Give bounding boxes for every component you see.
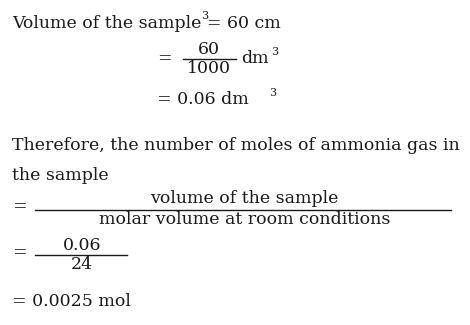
Text: =: = <box>12 244 26 261</box>
Text: 1000: 1000 <box>187 60 231 77</box>
Text: = 0.0025 mol: = 0.0025 mol <box>12 292 131 309</box>
Text: 60: 60 <box>198 41 220 58</box>
Text: Volume of the sample = 60 cm: Volume of the sample = 60 cm <box>12 15 281 32</box>
Text: =: = <box>157 50 172 67</box>
Text: dm: dm <box>241 50 268 67</box>
Text: 3: 3 <box>269 88 276 98</box>
Text: molar volume at room conditions: molar volume at room conditions <box>99 211 390 227</box>
Text: 3: 3 <box>201 11 208 21</box>
Text: volume of the sample: volume of the sample <box>150 190 338 207</box>
Text: the sample: the sample <box>12 167 109 184</box>
Text: 3: 3 <box>271 47 278 57</box>
Text: = 0.06 dm: = 0.06 dm <box>157 91 249 108</box>
Text: =: = <box>12 198 26 215</box>
Text: Therefore, the number of moles of ammonia gas in: Therefore, the number of moles of ammoni… <box>12 136 460 153</box>
Text: 24: 24 <box>71 256 94 273</box>
Text: 0.06: 0.06 <box>63 237 102 254</box>
